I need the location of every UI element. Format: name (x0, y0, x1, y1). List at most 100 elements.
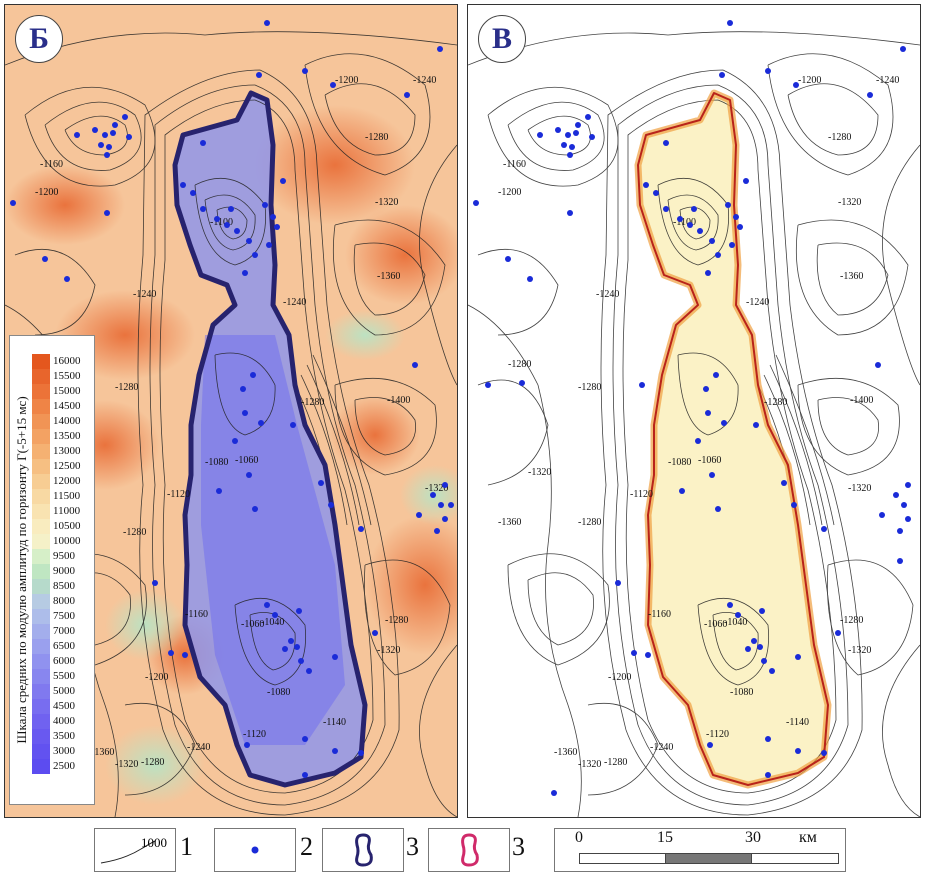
contour-label: -1360 (840, 271, 863, 282)
km-tick-0: 0 (575, 829, 583, 846)
scale-label: 13500 (53, 430, 81, 442)
contour-label: -1080 (267, 687, 290, 698)
contour-label: -1280 (365, 132, 388, 143)
scale-label: 12000 (53, 475, 81, 487)
scale-swatch (32, 669, 50, 684)
panel-label-v: В (478, 15, 526, 63)
scale-label: 9500 (53, 550, 75, 562)
contour-label: -1360 (91, 747, 114, 758)
scale-swatch (32, 654, 50, 669)
contour-label: -1080 (205, 457, 228, 468)
deposit-outline-blue (172, 90, 368, 788)
contour-label: -1200 (335, 75, 358, 86)
scale-label: 8000 (53, 595, 75, 607)
km-unit: км (799, 829, 817, 846)
contour-label: -1280 (115, 382, 138, 393)
contour-label: -1160 (185, 609, 208, 620)
scale-swatch (32, 369, 50, 384)
scale-swatch (32, 459, 50, 474)
scale-label: 3000 (53, 745, 75, 757)
contour-label: -1200 (35, 187, 58, 198)
wells-v (473, 20, 911, 796)
contour-label: -1060 (704, 619, 727, 630)
contour-label: -1120 (706, 729, 729, 740)
scale-label: 9000 (53, 565, 75, 577)
scale-swatch (32, 594, 50, 609)
deposit-outline-red (637, 92, 829, 786)
legend-outline-red-sample (428, 828, 510, 872)
scale-swatch (32, 744, 50, 759)
contour-label: -1060 (241, 619, 264, 630)
contour-label: -1080 (730, 687, 753, 698)
scale-swatch (32, 384, 50, 399)
legend-number-1: 1 (180, 832, 193, 861)
contour-label: -1360 (377, 271, 400, 282)
contour-label: -1200 (608, 672, 631, 683)
contour-label: -1320 (425, 483, 448, 494)
map-panel-v: -1200 -1160 -1200 -1240 -1280 -1320 -136… (467, 4, 921, 818)
contour-label: -1280 (301, 397, 324, 408)
legend-contour-sample: 1000 (94, 828, 176, 872)
contour-label: -1240 (283, 297, 306, 308)
map-legend: 1000 1 2 3 3 0 15 30 км (84, 822, 927, 876)
contour-label: -1280 (141, 757, 164, 768)
scale-swatch (32, 474, 50, 489)
scale-label: 15000 (53, 385, 81, 397)
scale-label: 15500 (53, 370, 81, 382)
contour-label: -1040 (724, 617, 747, 628)
amplitude-scale-swatches (32, 354, 50, 774)
contour-label: -1320 (115, 759, 138, 770)
scale-label: 4500 (53, 700, 75, 712)
scale-label: 16000 (53, 355, 81, 367)
scale-swatch (32, 489, 50, 504)
contour-label: -1080 (668, 457, 691, 468)
contour-label: -1100 (210, 217, 233, 228)
contour-label: -1060 (698, 455, 721, 466)
scale-label: 11000 (53, 505, 81, 517)
scale-swatch (32, 684, 50, 699)
legend-number-2: 2 (300, 832, 313, 861)
contour-label: -1360 (498, 517, 521, 528)
contour-label: -1280 (123, 527, 146, 538)
contour-label: -1200 (498, 187, 521, 198)
contour-label: -1140 (786, 717, 809, 728)
contour-map-v: -1200 -1160 -1200 -1240 -1280 -1320 -136… (468, 5, 920, 817)
scale-swatch (32, 519, 50, 534)
contour-label: -1320 (375, 197, 398, 208)
km-segment-2 (665, 853, 753, 864)
contour-label: -1320 (848, 645, 871, 656)
scale-swatch (32, 414, 50, 429)
contour-label: -1200 (145, 672, 168, 683)
contour-label: -1280 (828, 132, 851, 143)
contour-label: -1120 (243, 729, 266, 740)
km-scale-bar: 0 15 30 км (554, 828, 846, 872)
amplitude-scale-title: Шкала средних по модулю амплитуд по гори… (14, 396, 29, 744)
contour-label: -1400 (387, 395, 410, 406)
contour-label: -1320 (578, 759, 601, 770)
contour-labels-v: -1200 -1160 -1200 -1240 -1280 -1320 -136… (498, 75, 899, 770)
scale-swatch (32, 639, 50, 654)
legend-well-sample (214, 828, 296, 872)
contour-label: -1280 (604, 757, 627, 768)
scale-label: 11500 (53, 490, 81, 502)
scale-label: 6500 (53, 640, 75, 652)
scale-label: 5000 (53, 685, 75, 697)
km-segment-3 (751, 853, 839, 864)
scale-swatch (32, 534, 50, 549)
km-segment-1 (579, 853, 667, 864)
scale-label: 2500 (53, 760, 75, 772)
scale-swatch (32, 504, 50, 519)
scale-swatch (32, 579, 50, 594)
contour-label: -1160 (503, 159, 526, 170)
scale-swatch (32, 564, 50, 579)
scale-swatch (32, 759, 50, 774)
contour-label: -1040 (261, 617, 284, 628)
scale-label: 12500 (53, 460, 81, 472)
contour-label: -1100 (673, 217, 696, 228)
scale-label: 14500 (53, 400, 81, 412)
wells-b (10, 20, 454, 796)
contour-label: -1120 (630, 489, 653, 500)
scale-swatch (32, 444, 50, 459)
contour-label: -1320 (848, 483, 871, 494)
scale-swatch (32, 624, 50, 639)
